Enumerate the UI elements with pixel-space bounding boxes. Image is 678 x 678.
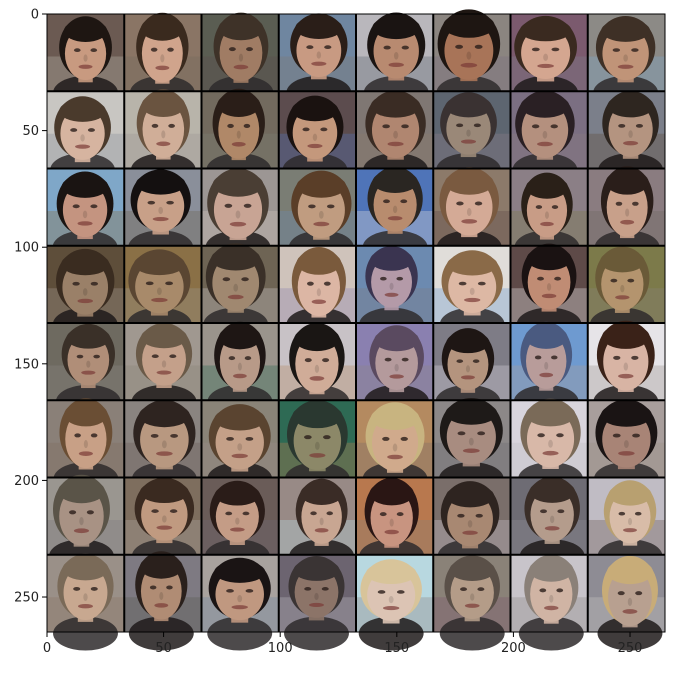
x-tick-label: 50 xyxy=(155,641,172,656)
face-tile xyxy=(356,12,434,110)
face-tile xyxy=(433,554,511,651)
face-tile xyxy=(587,554,665,651)
x-tick-label: 0 xyxy=(43,641,51,656)
x-tick-label: 100 xyxy=(268,641,293,656)
face-tile xyxy=(510,554,588,651)
y-tick-label: 250 xyxy=(14,591,39,606)
y-axis: 0 50 100 150 200 250 xyxy=(14,8,47,606)
axes-frame xyxy=(46,13,666,633)
face-tile xyxy=(47,245,125,342)
face-tile xyxy=(356,323,434,419)
tile-grid-lines xyxy=(47,14,665,632)
face-tile xyxy=(433,9,511,110)
y-tick-label: 150 xyxy=(14,357,39,372)
face-tile xyxy=(124,477,202,574)
y-tick-label: 200 xyxy=(14,474,39,489)
face-tile xyxy=(201,554,279,651)
face-tile xyxy=(433,397,511,497)
x-tick-label: 200 xyxy=(501,641,526,656)
face-tile xyxy=(124,168,202,265)
face-tile xyxy=(278,399,356,497)
face-tile xyxy=(201,12,279,110)
x-tick-label: 250 xyxy=(618,641,643,656)
face-tile xyxy=(201,168,279,265)
face-tile xyxy=(278,245,356,342)
face-tile xyxy=(47,91,125,188)
x-axis: 0 50 100 150 200 250 xyxy=(43,632,643,656)
face-tile xyxy=(433,245,511,342)
face-tile xyxy=(587,14,665,110)
face-tile xyxy=(124,245,202,342)
face-tile xyxy=(510,14,588,110)
image-plot-area xyxy=(47,9,665,651)
face-tile xyxy=(587,477,665,574)
y-tick-label: 100 xyxy=(14,241,39,256)
face-tile xyxy=(47,553,125,651)
face-tile xyxy=(356,90,434,188)
x-tick-label: 150 xyxy=(384,641,409,656)
face-tile xyxy=(356,554,434,651)
face-tile xyxy=(356,400,434,497)
face-tile xyxy=(278,554,356,651)
face-tile xyxy=(356,245,434,342)
face-tile xyxy=(278,91,356,188)
y-tick-label: 0 xyxy=(31,8,39,23)
face-tile xyxy=(433,91,511,188)
face-tile xyxy=(124,551,202,651)
face-tile xyxy=(278,168,356,265)
face-tile xyxy=(356,477,434,574)
y-tick-label: 50 xyxy=(22,124,39,139)
